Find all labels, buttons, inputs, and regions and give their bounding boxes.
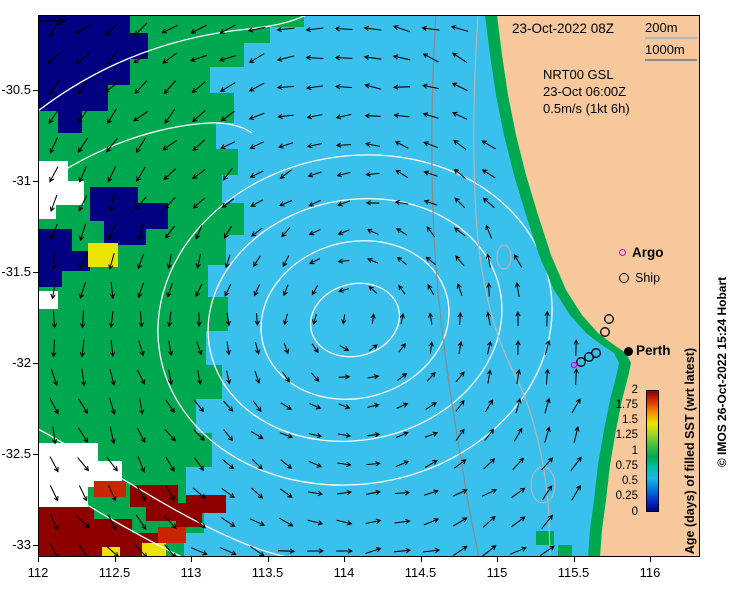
copyright-label: © IMOS 26-Oct-2022 15:24 Hobart xyxy=(715,276,729,468)
yellow-age-patch xyxy=(102,547,120,557)
x-tick-mark xyxy=(497,557,498,562)
y-tick-mark xyxy=(33,454,38,455)
argo-legend-label: Argo xyxy=(632,245,664,260)
isobath-200-label: 200m xyxy=(645,20,678,35)
x-axis: 112 112.5 113 113.5 114 114.5 115 115.5 116 xyxy=(28,565,700,583)
isobath-200m-loop xyxy=(530,466,556,504)
y-tick-mark xyxy=(33,363,38,364)
perth-city-label: Perth xyxy=(636,343,671,358)
y-tick-label: -32.5 xyxy=(1,446,31,461)
x-tick-mark xyxy=(420,557,422,562)
x-tick-label: 113.5 xyxy=(251,565,284,580)
y-tick-mark xyxy=(33,545,38,546)
isobath-1000m-line xyxy=(431,15,480,557)
x-tick-label: 114 xyxy=(333,565,355,580)
y-axis: -30.5 -31 -31.5 -32 -32.5 -33 xyxy=(0,15,33,557)
scale-arrow-icon xyxy=(40,16,66,26)
colorbar-tick-label: 1.25 xyxy=(615,429,638,442)
y-tick-label: -33 xyxy=(12,537,31,552)
y-tick-label: -32 xyxy=(12,355,31,370)
red-age-patch xyxy=(158,527,186,543)
y-tick-mark xyxy=(33,90,38,91)
x-tick-label: 115 xyxy=(486,565,508,580)
x-tick-mark xyxy=(344,557,345,562)
model-time-label: 23-Oct 06:00Z xyxy=(543,84,627,99)
isobath-legend: 200m 1000m xyxy=(645,20,697,64)
bathymetry-contours xyxy=(431,15,556,557)
x-tick-mark xyxy=(267,557,269,562)
legend-ship: Ship xyxy=(619,271,660,285)
x-tick-mark xyxy=(38,557,39,562)
map-plot-area: 23-Oct-2022 08Z 200m 1000m NRT00 GSL 23-… xyxy=(38,15,700,557)
colorbar-tick-label: 0.75 xyxy=(615,459,638,472)
sst-age-patches xyxy=(38,15,572,557)
green-age-patch xyxy=(536,531,554,545)
colorbar-tick-label: 0.5 xyxy=(622,475,638,487)
colorbar-tick-label: 0 xyxy=(631,505,638,518)
vector-scale-label: 0.5m/s (1kt 6h) xyxy=(543,101,630,116)
y-tick-mark xyxy=(33,272,38,273)
current-vector-field xyxy=(47,21,582,557)
y-tick-mark xyxy=(33,181,38,182)
dark-red-age-patch xyxy=(38,507,158,557)
colorbar-tick-label: 1 xyxy=(631,444,638,457)
isobath-200m-loop xyxy=(496,244,512,270)
model-info-block: NRT00 GSL 23-Oct 06:00Z 0.5m/s (1kt 6h) xyxy=(543,66,630,117)
ship-legend-label: Ship xyxy=(635,271,661,285)
isobath-200m-line xyxy=(473,15,551,557)
colorbar xyxy=(646,390,659,512)
isobath-200-line-sample xyxy=(645,37,697,39)
x-tick-label: 115.5 xyxy=(557,565,590,580)
white-age-patch xyxy=(38,161,84,219)
white-age-patch xyxy=(38,443,122,509)
y-tick-label: -30.5 xyxy=(1,82,31,97)
ship-marker-icon xyxy=(619,273,629,283)
x-tick-label: 114.5 xyxy=(404,565,437,580)
dark-red-age-patch xyxy=(176,495,226,527)
green-age-patch xyxy=(558,545,572,557)
colorbar-tick-label: 1.5 xyxy=(622,414,638,426)
navy-age-patch xyxy=(38,15,148,133)
colorbar-tick-label: 1.75 xyxy=(615,398,638,411)
ship-marker xyxy=(591,348,601,358)
x-tick-label: 112.5 xyxy=(98,565,131,580)
ship-marker xyxy=(600,327,610,337)
x-tick-mark xyxy=(573,557,575,562)
colorbar-tick-label: 0.25 xyxy=(615,490,638,503)
observation-markers xyxy=(570,314,614,369)
sea-level-contours xyxy=(38,15,553,557)
colorbar-title: Age (days) of filled SST (wrt latest) xyxy=(683,347,697,555)
y-tick-label: -31 xyxy=(12,173,31,188)
ship-marker xyxy=(576,357,586,367)
ship-marker xyxy=(604,314,614,324)
y-tick-label: -31.5 xyxy=(1,264,31,279)
x-tick-mark xyxy=(114,557,116,562)
navy-age-patch xyxy=(38,229,90,287)
datetime-label: 23-Oct-2022 08Z xyxy=(512,21,615,36)
argo-marker-icon xyxy=(619,249,626,256)
colorbar-tick-label: 2 xyxy=(631,383,638,396)
perth-city-dot xyxy=(624,347,633,356)
colorbar-tick-labels: 2 1.75 1.5 1.25 1 0.75 0.5 0.25 0 xyxy=(594,384,642,518)
x-tick-label: 113 xyxy=(180,565,202,580)
isobath-1000-label: 1000m xyxy=(645,42,685,57)
model-name-label: NRT00 GSL xyxy=(543,67,614,82)
white-age-patch xyxy=(38,291,58,309)
x-tick-label: 112 xyxy=(27,565,49,580)
yellow-age-patch xyxy=(88,243,118,267)
x-tick-mark xyxy=(650,557,651,562)
legend-argo: Argo xyxy=(619,245,664,260)
isobath-1000-line-sample xyxy=(645,59,697,61)
x-tick-label: 116 xyxy=(639,565,661,580)
x-tick-mark xyxy=(191,557,192,562)
argo-marker xyxy=(570,361,578,369)
navy-age-patch xyxy=(90,187,168,245)
plot-frame xyxy=(38,15,700,557)
green-age-patch xyxy=(38,15,270,557)
